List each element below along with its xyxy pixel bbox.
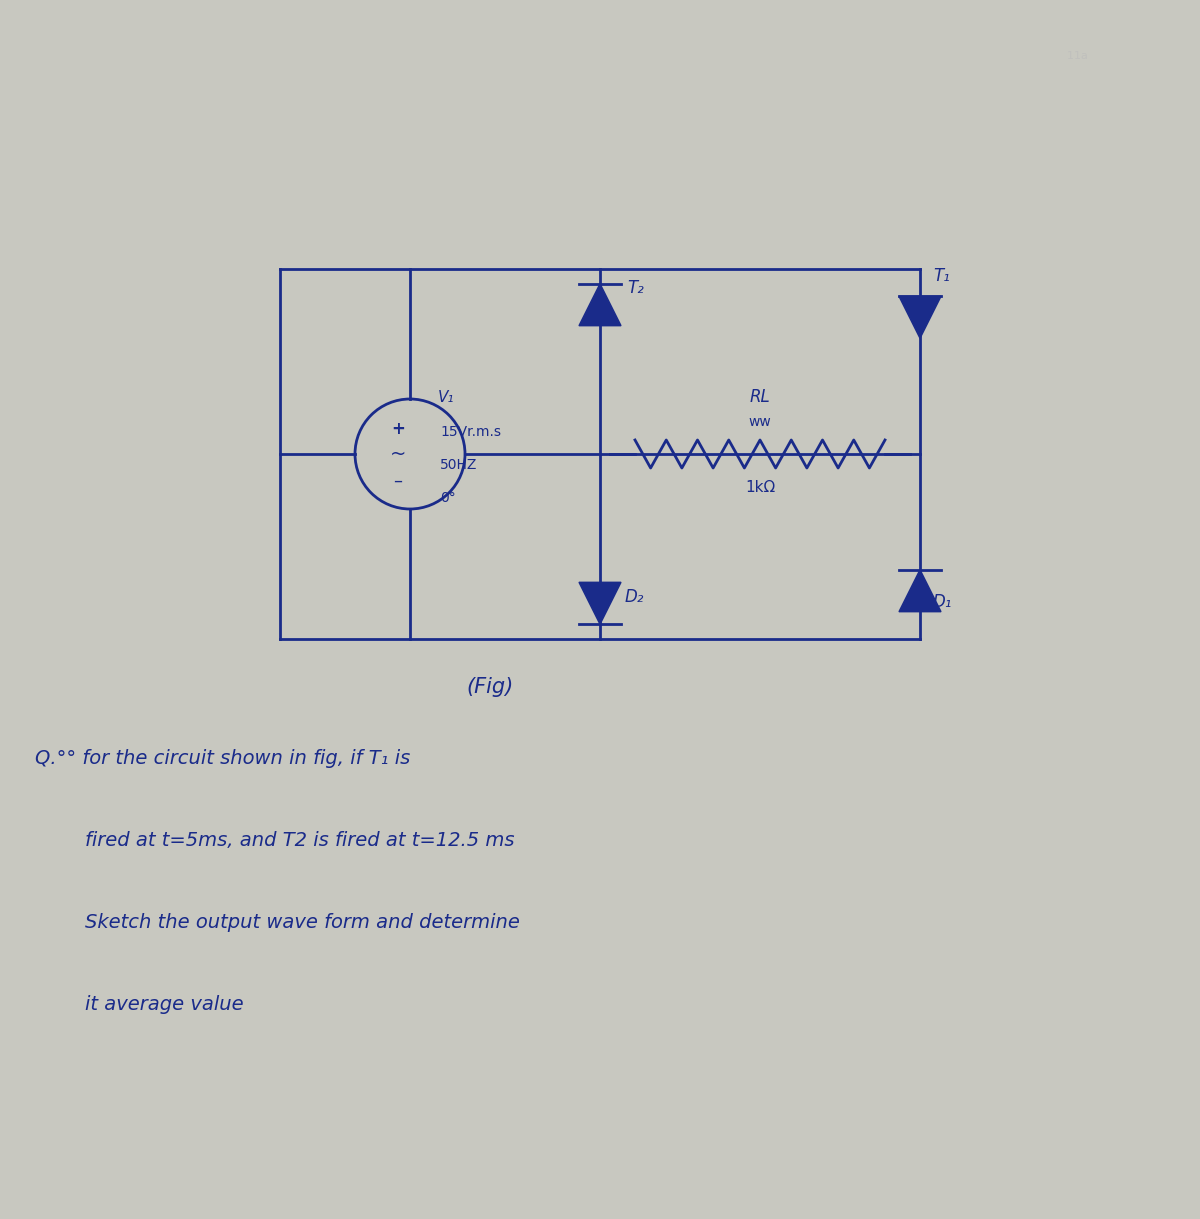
Text: 15Vr.m.s: 15Vr.m.s [440, 425, 502, 439]
Text: 11a: 11a [1067, 51, 1133, 61]
Text: (Fig): (Fig) [467, 677, 514, 697]
Text: Sketch the output wave form and determine: Sketch the output wave form and determin… [85, 913, 520, 933]
Text: –: – [394, 472, 402, 490]
Polygon shape [580, 284, 622, 325]
Polygon shape [899, 296, 941, 339]
Text: +: + [391, 421, 404, 438]
Text: V₁: V₁ [438, 390, 455, 405]
Text: T₁: T₁ [934, 267, 949, 285]
Text: fired at t=5ms, and T2 is fired at t=12.5 ms: fired at t=5ms, and T2 is fired at t=12.… [85, 831, 515, 850]
Text: 0°: 0° [440, 491, 456, 505]
Text: RL: RL [750, 388, 770, 406]
Text: Q.°° for the circuit shown in fig, if T₁ is: Q.°° for the circuit shown in fig, if T₁… [35, 748, 410, 768]
Polygon shape [580, 583, 622, 624]
Text: 1kΩ: 1kΩ [745, 480, 775, 495]
Text: D₂: D₂ [625, 588, 644, 606]
Text: it average value: it average value [85, 995, 244, 1014]
Text: ~: ~ [390, 445, 406, 463]
Text: 50HZ: 50HZ [440, 458, 478, 472]
Text: D₁: D₁ [934, 592, 953, 611]
Polygon shape [899, 569, 941, 612]
Text: T₂: T₂ [628, 279, 643, 297]
Text: ww: ww [749, 414, 772, 429]
